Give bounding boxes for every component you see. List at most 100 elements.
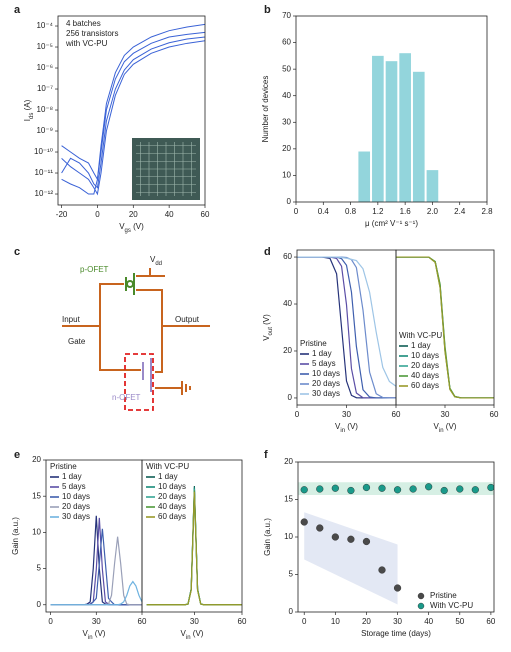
- x-tick-label: 0: [95, 210, 100, 219]
- n-transistor: [142, 358, 152, 392]
- y-tick-label: 10: [32, 527, 41, 536]
- y-tick-label: 0: [289, 607, 294, 616]
- x-tick-label: 60: [392, 410, 401, 419]
- y-tick-label: 10⁻⁴: [36, 21, 53, 30]
- x-tick-label: 60: [201, 210, 210, 219]
- annotation: 4 batches: [66, 19, 101, 28]
- x-tick-label: 40: [165, 210, 174, 219]
- y-tick-label: 30: [282, 117, 291, 126]
- x-tick-label: 0: [302, 617, 307, 626]
- axis-label: Vin (V): [181, 629, 204, 640]
- point: [393, 486, 402, 494]
- plot-frame: [57, 15, 206, 206]
- y-tick-label: 10: [282, 171, 291, 180]
- vdd-label: Vdd: [150, 255, 162, 266]
- output-label: Output: [175, 315, 200, 324]
- ground: [155, 381, 191, 395]
- legend-label: 5 days: [312, 359, 336, 368]
- y-tick-label: 10⁻⁵: [37, 42, 53, 51]
- axis-label-part: V: [262, 335, 271, 341]
- gate-wire: [99, 283, 141, 371]
- legend-label: 20 days: [312, 379, 340, 388]
- axis-label-part: in: [88, 635, 93, 641]
- series-line: [146, 491, 242, 606]
- point: [347, 486, 355, 495]
- panel-label: a: [14, 4, 21, 16]
- x-tick-label: 30: [393, 617, 402, 626]
- bar: [372, 55, 384, 202]
- plot-frame: [295, 15, 488, 203]
- plot-area: [358, 53, 439, 202]
- point: [362, 483, 371, 492]
- y-tick-label: 0: [37, 600, 42, 609]
- legend-label: 60 days: [411, 381, 439, 390]
- series-line: [61, 36, 205, 189]
- plot-frame: [297, 461, 495, 613]
- panel-label: c: [14, 246, 20, 258]
- legend-label: 10 days: [312, 369, 340, 378]
- axis-label-part: (V): [93, 629, 106, 638]
- axis-label: Storage time (days): [361, 629, 431, 638]
- legend-label: 20 days: [62, 502, 90, 511]
- x-tick-label: 50: [455, 617, 464, 626]
- axis-label-part: (V): [345, 422, 358, 431]
- axis-label-part: (A): [23, 99, 32, 112]
- axis-label: μ (cm² V⁻¹ s⁻¹): [365, 219, 418, 228]
- y-tick-label: 20: [282, 144, 291, 153]
- x-tick-label: 10: [331, 617, 340, 626]
- point: [331, 533, 339, 541]
- bar: [385, 61, 398, 202]
- y-tick-label: 20: [32, 455, 41, 464]
- plot-area: [300, 483, 494, 592]
- y-tick-label: 0: [287, 197, 292, 206]
- x-tick-label: 40: [424, 617, 433, 626]
- x-tick-label: 2.4: [454, 207, 466, 216]
- bar: [358, 151, 371, 202]
- legend-label: 60 days: [158, 512, 186, 521]
- annotation: 256 transistors: [66, 29, 118, 38]
- legend-title: Pristine: [50, 462, 77, 471]
- input-label: Input: [62, 315, 81, 324]
- axis-label-part: V: [181, 629, 187, 638]
- legend-label: 40 days: [158, 502, 186, 511]
- bar: [426, 170, 439, 202]
- point: [378, 484, 386, 492]
- vdd-sub: dd: [155, 261, 162, 267]
- x-tick-label: 0.8: [345, 207, 357, 216]
- y-tick-label: 60: [283, 252, 292, 261]
- y-tick-label: 40: [283, 299, 292, 308]
- highlight-box: [124, 353, 154, 411]
- plot-area: [396, 256, 494, 399]
- y-tick-label: 10⁻¹¹: [35, 168, 54, 177]
- x-tick-label: -20: [56, 210, 68, 219]
- axis-label-part: out: [268, 327, 274, 336]
- y-tick-label: 10⁻¹²: [35, 189, 54, 198]
- plot-area: [146, 486, 242, 606]
- point: [456, 485, 464, 493]
- axis-label-part: in: [439, 428, 444, 434]
- series-line: [61, 31, 205, 181]
- x-tick-label: 20: [362, 617, 371, 626]
- series-line: [297, 256, 396, 387]
- legend-title: Pristine: [300, 339, 327, 348]
- circuit-wires: [62, 268, 210, 411]
- legend-label: 5 days: [62, 482, 86, 491]
- legend-label: 40 days: [411, 371, 439, 380]
- axis-label-part: V: [119, 222, 125, 231]
- point: [409, 485, 417, 493]
- drain-wire: [136, 289, 163, 373]
- y-tick-label: 10⁻⁶: [37, 63, 53, 72]
- legend-label: 10 days: [62, 492, 90, 501]
- axis-label-part: V: [83, 629, 89, 638]
- legend-label: Pristine: [430, 591, 457, 600]
- x-tick-label: 20: [129, 210, 138, 219]
- x-tick-label: 60: [486, 617, 495, 626]
- series-line: [396, 256, 494, 399]
- point: [300, 518, 308, 526]
- x-tick-label: 2.0: [427, 207, 439, 216]
- legend-label: 20 days: [158, 492, 186, 501]
- axis-label: Vin (V): [83, 629, 106, 640]
- y-tick-label: 5: [37, 564, 42, 573]
- y-tick-label: 20: [283, 346, 292, 355]
